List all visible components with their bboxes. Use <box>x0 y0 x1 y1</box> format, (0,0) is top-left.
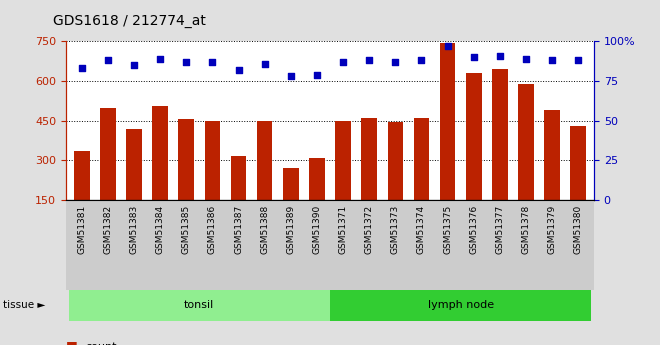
Point <box>259 61 270 66</box>
Text: lymph node: lymph node <box>428 300 494 310</box>
Bar <box>387 122 403 200</box>
Text: GSM51373: GSM51373 <box>391 205 400 254</box>
Bar <box>100 108 116 200</box>
Text: GSM51386: GSM51386 <box>208 205 217 254</box>
Point <box>573 58 583 63</box>
Text: tonsil: tonsil <box>184 300 214 310</box>
Bar <box>69 290 330 321</box>
Bar <box>231 156 246 200</box>
Bar <box>178 119 194 200</box>
Point <box>129 62 139 68</box>
Point <box>155 56 166 62</box>
Bar <box>492 69 508 200</box>
Bar <box>283 168 298 200</box>
Text: tissue ►: tissue ► <box>3 300 46 310</box>
Point <box>286 73 296 79</box>
Text: GSM51381: GSM51381 <box>77 205 86 254</box>
Text: GSM51379: GSM51379 <box>548 205 556 254</box>
Bar <box>309 158 325 200</box>
Point <box>416 58 427 63</box>
Bar <box>152 106 168 200</box>
Bar <box>466 73 482 200</box>
Text: GSM51382: GSM51382 <box>104 205 112 254</box>
Point <box>364 58 374 63</box>
Point <box>521 56 531 62</box>
Point <box>494 53 505 58</box>
Bar <box>126 129 142 200</box>
Point <box>181 59 191 65</box>
Text: ■: ■ <box>66 339 78 345</box>
Bar <box>257 121 273 200</box>
Text: GSM51390: GSM51390 <box>312 205 321 254</box>
Text: GSM51372: GSM51372 <box>365 205 374 254</box>
Text: GDS1618 / 212774_at: GDS1618 / 212774_at <box>53 14 206 28</box>
Text: count: count <box>86 342 117 345</box>
Point <box>102 58 113 63</box>
Point <box>207 59 218 65</box>
Bar <box>570 126 586 200</box>
Text: GSM51380: GSM51380 <box>574 205 583 254</box>
Point <box>312 72 322 78</box>
Point <box>442 43 453 49</box>
Text: GSM51375: GSM51375 <box>443 205 452 254</box>
Text: GSM51383: GSM51383 <box>129 205 139 254</box>
Point <box>338 59 348 65</box>
Text: GSM51388: GSM51388 <box>260 205 269 254</box>
Bar <box>330 290 591 321</box>
Point <box>390 59 401 65</box>
Text: GSM51378: GSM51378 <box>521 205 531 254</box>
Bar <box>518 84 534 200</box>
Point <box>233 67 244 73</box>
Text: GSM51384: GSM51384 <box>156 205 164 254</box>
Bar <box>440 43 455 200</box>
Text: GSM51371: GSM51371 <box>339 205 348 254</box>
Text: GSM51376: GSM51376 <box>469 205 478 254</box>
Point <box>469 55 479 60</box>
Text: GSM51377: GSM51377 <box>496 205 504 254</box>
Bar <box>362 118 377 200</box>
Bar <box>544 110 560 200</box>
Point <box>77 66 87 71</box>
Text: GSM51387: GSM51387 <box>234 205 243 254</box>
Point <box>547 58 558 63</box>
Bar <box>414 118 429 200</box>
Text: GSM51389: GSM51389 <box>286 205 295 254</box>
Text: GSM51374: GSM51374 <box>417 205 426 254</box>
Text: GSM51385: GSM51385 <box>182 205 191 254</box>
Bar <box>205 121 220 200</box>
Bar <box>335 121 351 200</box>
Bar <box>74 151 90 200</box>
